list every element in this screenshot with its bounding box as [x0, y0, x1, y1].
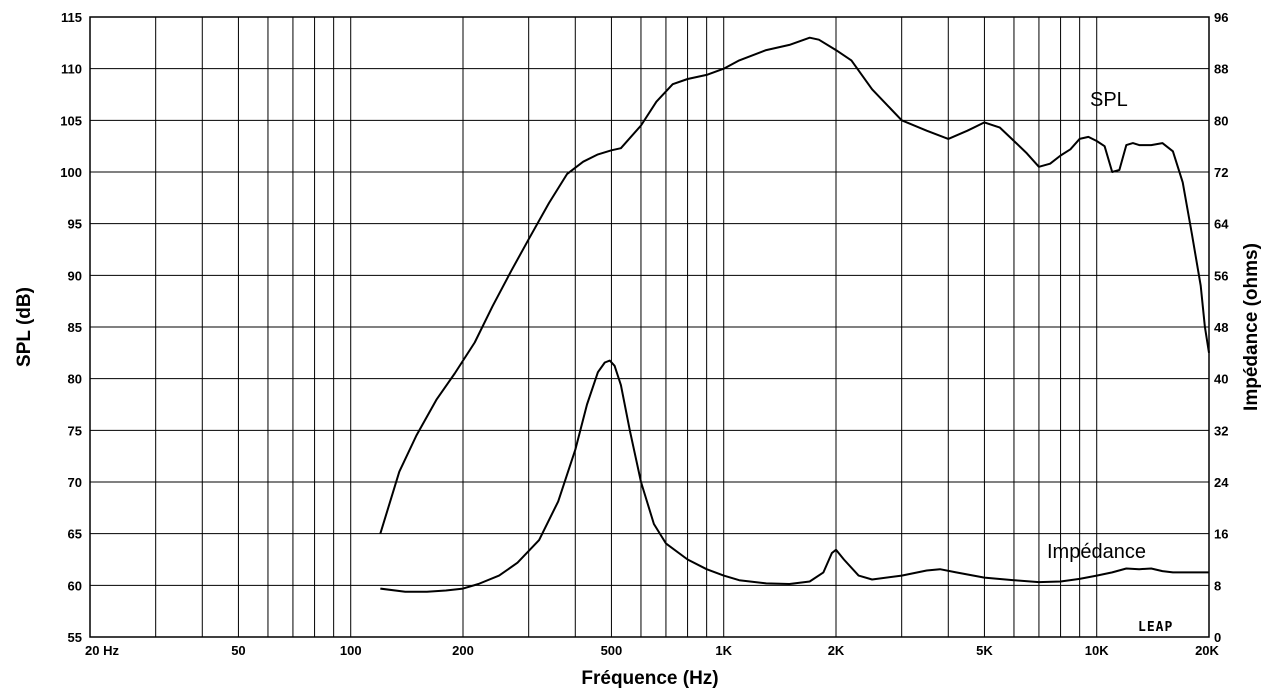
impedance-series-label: Impédance [1047, 541, 1146, 563]
y-left-tick-label: 95 [68, 217, 82, 232]
y-right-tick-label: 40 [1214, 372, 1228, 387]
y-left-tick-label: 60 [68, 578, 82, 593]
y-left-axis-title: SPL (dB) [14, 287, 35, 367]
spl-series-label: SPL [1090, 89, 1128, 111]
y-left-tick-label: 80 [68, 372, 82, 387]
x-axis-title: Fréquence (Hz) [581, 668, 718, 689]
y-right-tick-label: 0 [1214, 630, 1221, 645]
x-tick-label: 50 [231, 643, 245, 658]
y-left-tick-label: 115 [61, 10, 82, 25]
x-axis-ticks: 20 Hz 50 100 200 500 1K 2K 5K 10K 20K [85, 643, 1220, 658]
y-left-tick-label: 65 [68, 527, 82, 542]
series-lines [379, 36, 1210, 593]
plot-frame [89, 16, 1210, 638]
y-left-tick-label: 90 [68, 268, 82, 283]
x-tick-label: 100 [340, 643, 362, 658]
leap-logo: LEAP [1138, 620, 1173, 635]
y-left-tick-label: 105 [60, 113, 82, 128]
y-right-tick-label: 24 [1214, 475, 1229, 490]
x-tick-label: 20 Hz [85, 643, 119, 658]
y-left-tick-label: 75 [68, 423, 82, 438]
y-right-tick-label: 64 [1214, 217, 1229, 232]
x-tick-label: 10K [1085, 643, 1109, 658]
y-left-tick-label: 70 [68, 475, 82, 490]
y-right-tick-label: 8 [1214, 578, 1221, 593]
y-right-tick-label: 80 [1214, 113, 1228, 128]
impedance-series-line [380, 359, 1209, 593]
x-tick-label: 200 [452, 643, 474, 658]
y-right-tick-label: 96 [1214, 10, 1228, 25]
y-right-tick-label: 48 [1214, 320, 1228, 335]
y-right-tick-label: 72 [1214, 165, 1228, 180]
x-tick-label: 2K [828, 643, 845, 658]
x-tick-label: 5K [976, 643, 993, 658]
y-right-tick-label: 16 [1214, 527, 1228, 542]
y-right-tick-label: 56 [1214, 268, 1228, 283]
y-left-tick-label: 110 [61, 62, 82, 77]
y-right-axis-ticks: 0 8 16 24 32 40 48 56 64 72 80 88 96 [1214, 10, 1229, 645]
y-left-tick-label: 100 [60, 165, 82, 180]
y-right-tick-label: 32 [1214, 423, 1228, 438]
y-right-tick-label: 88 [1214, 62, 1228, 77]
y-left-tick-label: 55 [68, 630, 82, 645]
x-tick-label: 1K [715, 643, 732, 658]
y-right-axis-title: Impédance (ohms) [1241, 243, 1262, 411]
x-tick-label: 500 [601, 643, 623, 658]
y-left-tick-label: 85 [68, 320, 82, 335]
x-tick-label: 20K [1195, 643, 1219, 658]
grid [90, 17, 1209, 637]
y-left-axis-ticks: 55 60 65 70 75 80 85 90 95 100 105 110 115 [60, 10, 82, 645]
spl-series-line [379, 36, 1210, 534]
